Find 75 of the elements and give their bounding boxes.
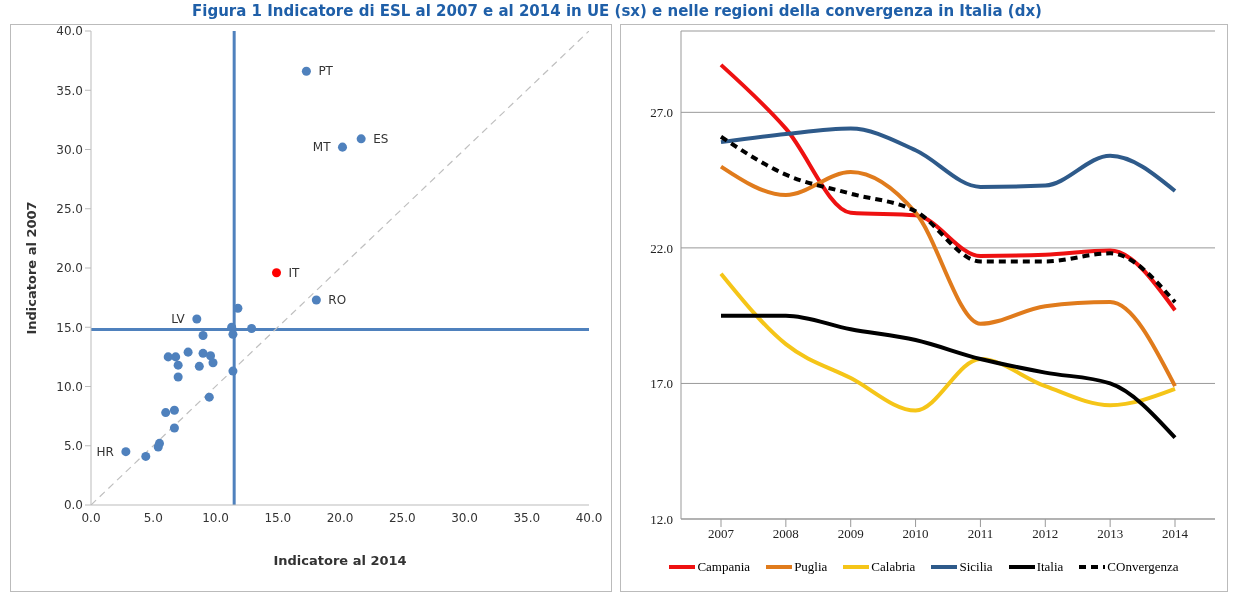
point — [311, 295, 321, 305]
point — [183, 347, 193, 357]
point — [206, 351, 216, 361]
y-tick-label: 0.0 — [63, 498, 83, 513]
x-tick-label: 15.0 — [264, 510, 292, 525]
y-tick-label: 35.0 — [56, 83, 83, 98]
point — [169, 423, 179, 433]
point — [247, 323, 257, 333]
x-tick-label: 35.0 — [513, 510, 541, 525]
x-tick-label: 0.0 — [81, 510, 101, 525]
point — [194, 361, 204, 371]
y-tick-label: 15.0 — [56, 320, 83, 335]
point — [153, 442, 163, 452]
point — [301, 66, 311, 76]
legend-label: Campania — [697, 559, 751, 575]
x-tick-label: 10.0 — [202, 510, 229, 525]
y-tick-label: 17.0 — [650, 376, 673, 392]
annotation: RO — [328, 292, 347, 307]
point — [121, 447, 131, 457]
point — [192, 314, 202, 324]
y-tick-label: 30.0 — [56, 142, 83, 157]
y-axis-title: Indicatore al 2007 — [23, 201, 39, 335]
point — [198, 331, 208, 341]
legend-label: COnvergenza — [1107, 559, 1179, 575]
y-tick-label: 22.0 — [650, 240, 673, 256]
y-tick-label: 27.0 — [650, 104, 673, 120]
point — [204, 392, 214, 402]
legend-label: Calabria — [871, 559, 916, 575]
y-tick-label: 20.0 — [56, 261, 83, 276]
y-tick-label: 40.0 — [56, 24, 83, 39]
legend-label: Puglia — [794, 559, 828, 575]
x-tick-label: 2014 — [1162, 526, 1189, 542]
point — [173, 360, 183, 370]
annotation: PT — [318, 64, 334, 79]
line-series — [719, 313, 1177, 440]
chart-title: Figura 1 Indicatore di ESL al 2007 e al 2014 in UE (sx) e nelle regioni della convergenza in Italia (dx) — [191, 2, 1043, 20]
annotation: IT — [288, 265, 301, 280]
y-tick-label: 12.0 — [650, 511, 673, 527]
point — [356, 134, 366, 144]
x-tick-label: 40.0 — [575, 510, 603, 525]
y-tick-label: 25.0 — [56, 202, 83, 217]
line-series — [719, 134, 1177, 305]
annotation: HR — [96, 444, 114, 459]
point — [198, 348, 208, 358]
annotation: MT — [312, 140, 332, 155]
x-tick-label: 2009 — [837, 526, 864, 542]
point — [208, 358, 218, 368]
y-tick-label: 5.0 — [63, 439, 83, 454]
x-tick-label: 2007 — [708, 526, 735, 542]
point — [141, 451, 151, 461]
x-tick-label: 5.0 — [143, 510, 163, 525]
x-tick-label: 30.0 — [451, 510, 478, 525]
annotation: ES — [373, 131, 389, 146]
y-tick-label: 10.0 — [56, 379, 83, 394]
point — [171, 352, 181, 362]
legend-label: Italia — [1036, 559, 1064, 575]
line-series — [719, 164, 1177, 389]
point — [337, 142, 347, 152]
x-tick-label: 2008 — [772, 526, 799, 542]
line-series — [719, 271, 1177, 413]
point — [271, 268, 282, 278]
point — [228, 366, 238, 376]
x-axis-title: Indicatore al 2014 — [273, 553, 407, 568]
line-series — [719, 126, 1177, 193]
x-tick-label: 2012 — [1032, 526, 1059, 542]
point — [173, 372, 183, 382]
point — [169, 405, 179, 415]
x-tick-label: 25.0 — [388, 510, 416, 525]
x-tick-label: 20.0 — [326, 510, 354, 525]
point — [161, 408, 171, 418]
annotation: LV — [171, 311, 186, 326]
x-tick-label: 2013 — [1097, 526, 1124, 542]
x-tick-label: 2011 — [967, 526, 994, 542]
x-tick-label: 2010 — [902, 526, 929, 542]
legend-label: Sicilia — [959, 559, 993, 575]
